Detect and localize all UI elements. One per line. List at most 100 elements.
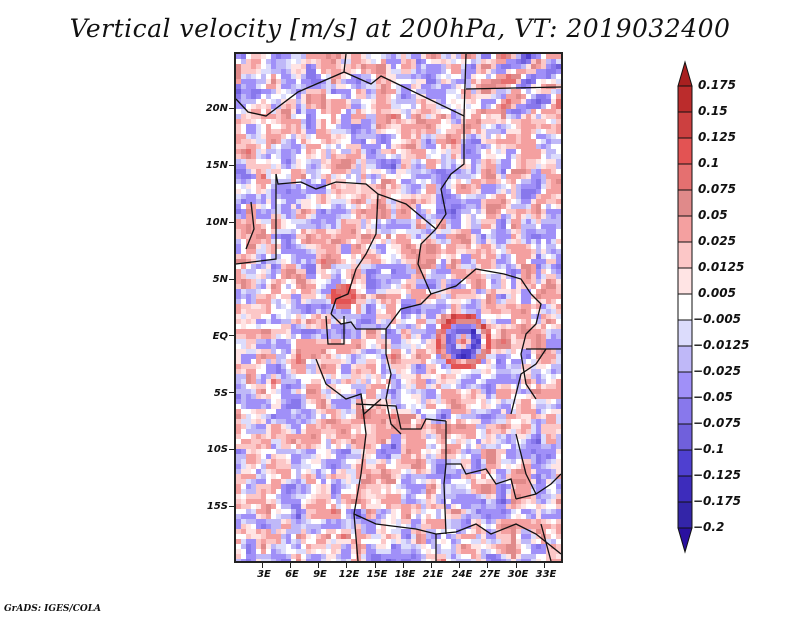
colorbar-min-arrow: [677, 527, 693, 554]
colorbar-tick-label: 0.15: [698, 104, 728, 118]
border-line: [510, 348, 547, 415]
border-line: [353, 513, 561, 555]
lat-tick: [229, 221, 234, 223]
plot-title: Vertical velocity [m/s] at 200hPa, VT: 2…: [69, 14, 731, 43]
lat-tick-label: 15N: [205, 160, 228, 171]
colorbar-tick-label: −0.005: [693, 312, 742, 326]
lon-tick-label: 30E: [507, 569, 529, 580]
lon-tick: [459, 563, 461, 568]
colorbar-tick-label: 0.175: [698, 78, 736, 92]
colorbar-tick-label: −0.2: [693, 520, 725, 534]
lon-tick: [430, 563, 432, 568]
lon-tick-label: 21E: [422, 569, 444, 580]
lat-tick-label: 10S: [206, 444, 228, 455]
colorbar-segment: [677, 501, 693, 529]
colorbar-segment: [677, 189, 693, 217]
colorbar-tick-label: −0.1: [693, 442, 725, 456]
lon-tick: [515, 563, 517, 568]
colorbar-segment: [677, 241, 693, 269]
border-line: [330, 193, 379, 315]
lon-tick-label: 3E: [257, 569, 271, 580]
grads-credit: GrADS: IGES/COLA: [4, 604, 102, 614]
lat-tick-label: 10N: [205, 217, 228, 228]
lon-tick: [374, 563, 376, 568]
lat-tick: [229, 335, 234, 337]
lat-tick: [229, 392, 234, 394]
lon-tick-label: 27E: [479, 569, 501, 580]
border-line: [515, 473, 561, 500]
lat-tick: [229, 448, 234, 450]
colorbar-segment: [677, 137, 693, 165]
lon-tick: [487, 563, 489, 568]
border-line: [520, 293, 542, 400]
colorbar-tick-label: 0.0125: [698, 260, 745, 274]
colorbar-tick-label: 0.075: [698, 182, 736, 196]
lon-tick-label: 33E: [535, 569, 557, 580]
lon-tick: [402, 563, 404, 568]
colorbar-tick-label: 0.125: [698, 130, 736, 144]
lon-tick-label: 6E: [285, 569, 299, 580]
border-line: [353, 393, 367, 561]
lon-tick: [543, 563, 545, 568]
border-line: [245, 201, 255, 250]
colorbar-segment: [677, 371, 693, 399]
border-line: [236, 54, 347, 117]
colorbar: [677, 60, 693, 554]
border-line: [465, 86, 561, 90]
colorbar-segment: [677, 345, 693, 373]
colorbar-segment: [677, 215, 693, 243]
colorbar-segment: [677, 85, 693, 113]
border-line: [443, 463, 447, 535]
border-line: [343, 54, 467, 118]
border-line: [377, 193, 437, 230]
lat-tick-label: 5S: [213, 388, 228, 399]
country-borders: [236, 54, 561, 561]
border-line: [430, 268, 532, 295]
colorbar-max-arrow: [677, 60, 693, 87]
colorbar-tick-label: −0.125: [693, 468, 742, 482]
lon-tick: [289, 563, 291, 568]
lat-tick-label: EQ: [212, 331, 228, 342]
colorbar-tick-label: −0.0125: [693, 338, 750, 352]
colorbar-tick-label: 0.005: [698, 286, 736, 300]
border-line: [275, 173, 379, 195]
colorbar-segment: [677, 267, 693, 295]
border-line: [540, 523, 552, 561]
colorbar-segment: [677, 397, 693, 425]
lon-tick-label: 12E: [338, 569, 360, 580]
colorbar-tick-label: −0.175: [693, 494, 742, 508]
lat-tick: [229, 505, 234, 507]
border-line: [417, 116, 465, 295]
lat-tick: [229, 165, 234, 167]
colorbar-segment: [677, 475, 693, 503]
lon-tick: [346, 563, 348, 568]
colorbar-segment: [677, 423, 693, 451]
lat-tick: [229, 108, 234, 110]
colorbar-tick-label: 0.1: [698, 156, 720, 170]
lon-tick-label: 24E: [451, 569, 473, 580]
border-line: [325, 315, 345, 345]
colorbar-tick-label: −0.05: [693, 390, 733, 404]
lon-tick-label: 9E: [313, 569, 327, 580]
border-line: [315, 358, 382, 416]
border-line: [355, 403, 447, 430]
border-line: [445, 421, 517, 500]
colorbar-segment: [677, 163, 693, 191]
colorbar-tick-label: −0.075: [693, 416, 742, 430]
colorbar-tick-label: 0.05: [698, 208, 728, 222]
colorbar-segment: [677, 111, 693, 139]
colorbar-segment: [677, 319, 693, 347]
lon-tick: [318, 563, 320, 568]
lon-tick-label: 18E: [394, 569, 416, 580]
colorbar-segment: [677, 293, 693, 321]
lat-tick-label: 15S: [206, 501, 228, 512]
colorbar-tick-label: −0.025: [693, 364, 742, 378]
border-line: [385, 329, 402, 435]
colorbar-segment: [677, 449, 693, 477]
map-panel: [234, 52, 563, 563]
lat-tick-label: 5N: [212, 274, 228, 285]
lat-tick-label: 20N: [205, 103, 228, 114]
border-line: [515, 433, 537, 495]
border-line: [330, 293, 432, 330]
lon-tick: [261, 563, 263, 568]
